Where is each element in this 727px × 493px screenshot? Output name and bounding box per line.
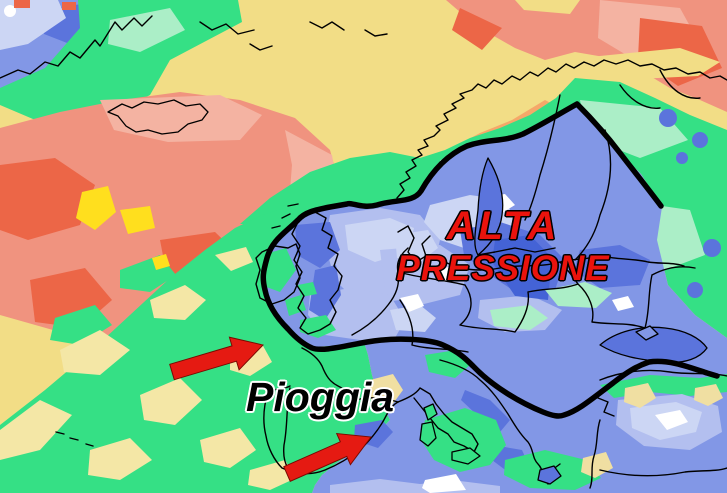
precip-patch — [422, 474, 466, 493]
azores-islands — [55, 431, 94, 447]
precip-patch — [676, 152, 688, 164]
denmark-coastline — [397, 225, 431, 263]
precip-patch — [150, 285, 206, 320]
high-pressure-contour-line — [260, 101, 720, 419]
precip-patch — [215, 247, 253, 271]
rain-flow-arrow-spain — [283, 432, 372, 482]
precip-patch — [687, 282, 703, 298]
iceland-coastline — [107, 99, 209, 135]
precip-patch — [655, 410, 688, 430]
precip-patch — [425, 350, 470, 378]
norway-coastline — [396, 59, 727, 199]
finland-russia-border — [574, 129, 612, 261]
precip-patch — [515, 0, 580, 14]
high-pressure-label-line1: ALTA — [446, 204, 560, 248]
peloponnese-coastline — [537, 465, 562, 485]
black-sea-coastline — [599, 326, 708, 364]
precip-patch — [76, 186, 116, 230]
crimea-coastline — [635, 325, 659, 341]
precip-patch — [461, 390, 510, 432]
greenland-coastline — [0, 15, 153, 79]
precip-patch — [50, 305, 112, 345]
kola-coastline — [619, 69, 701, 109]
precip-patch — [612, 296, 634, 311]
france-coast-and-pyrenees — [301, 347, 399, 403]
precip-patch — [200, 428, 256, 468]
precip-patch — [438, 266, 458, 282]
precip-patch — [62, 2, 76, 10]
ireland-coastline — [255, 243, 301, 305]
flow-arrows — [169, 336, 372, 482]
precip-patch — [140, 378, 202, 425]
precip-patch — [390, 305, 436, 332]
precip-patch — [694, 384, 723, 406]
precip-patch — [14, 0, 30, 8]
precip-patch — [545, 282, 612, 308]
precip-patch — [624, 383, 656, 408]
precip-patch — [574, 245, 650, 288]
precip-patch — [380, 245, 470, 305]
rain-flow-arrow-biscay — [169, 336, 264, 381]
precip-patch — [4, 5, 16, 17]
sardinia-coastline — [419, 421, 437, 447]
precip-patch — [120, 206, 155, 234]
gulf-of-finland-coast — [477, 247, 556, 256]
precip-patch — [400, 294, 424, 312]
scottish-isles-coastline — [271, 203, 299, 229]
rain-label: Pioggia — [246, 374, 395, 420]
precip-patch — [152, 254, 170, 270]
precip-patch — [452, 8, 502, 50]
high-pressure-label-line2: PRESSIONE — [396, 249, 610, 288]
atlantic-green-field — [0, 208, 390, 493]
precip-patch — [261, 248, 296, 292]
turkey-coastline — [589, 369, 727, 489]
precip-patch — [0, 400, 72, 460]
corsica-coastline — [423, 403, 438, 421]
north-sea-coastline — [351, 247, 409, 336]
tyrrhenian-green — [421, 408, 506, 472]
precip-patch — [108, 8, 185, 52]
central-europe-borders — [397, 254, 696, 353]
precip-patch — [300, 315, 336, 338]
iberia-coastline — [263, 385, 399, 475]
baltic-south-coast — [444, 254, 601, 271]
arctic-islands-coastline — [199, 21, 388, 51]
precip-patch — [490, 305, 548, 330]
precip-patch — [0, 0, 66, 50]
precip-patch — [703, 239, 721, 257]
high-pressure-label: ALTA PRESSIONE — [378, 206, 628, 286]
precip-patch — [370, 374, 403, 405]
britain-coastline — [291, 211, 343, 335]
precip-patch — [692, 132, 708, 148]
precip-patch — [659, 109, 677, 127]
precip-patch — [88, 438, 152, 480]
finnmark-yellow-band — [560, 48, 720, 80]
precip-patch — [0, 158, 95, 240]
precip-patch — [60, 330, 130, 375]
sicily-coastline — [451, 447, 481, 465]
italy-coastline — [397, 387, 479, 453]
